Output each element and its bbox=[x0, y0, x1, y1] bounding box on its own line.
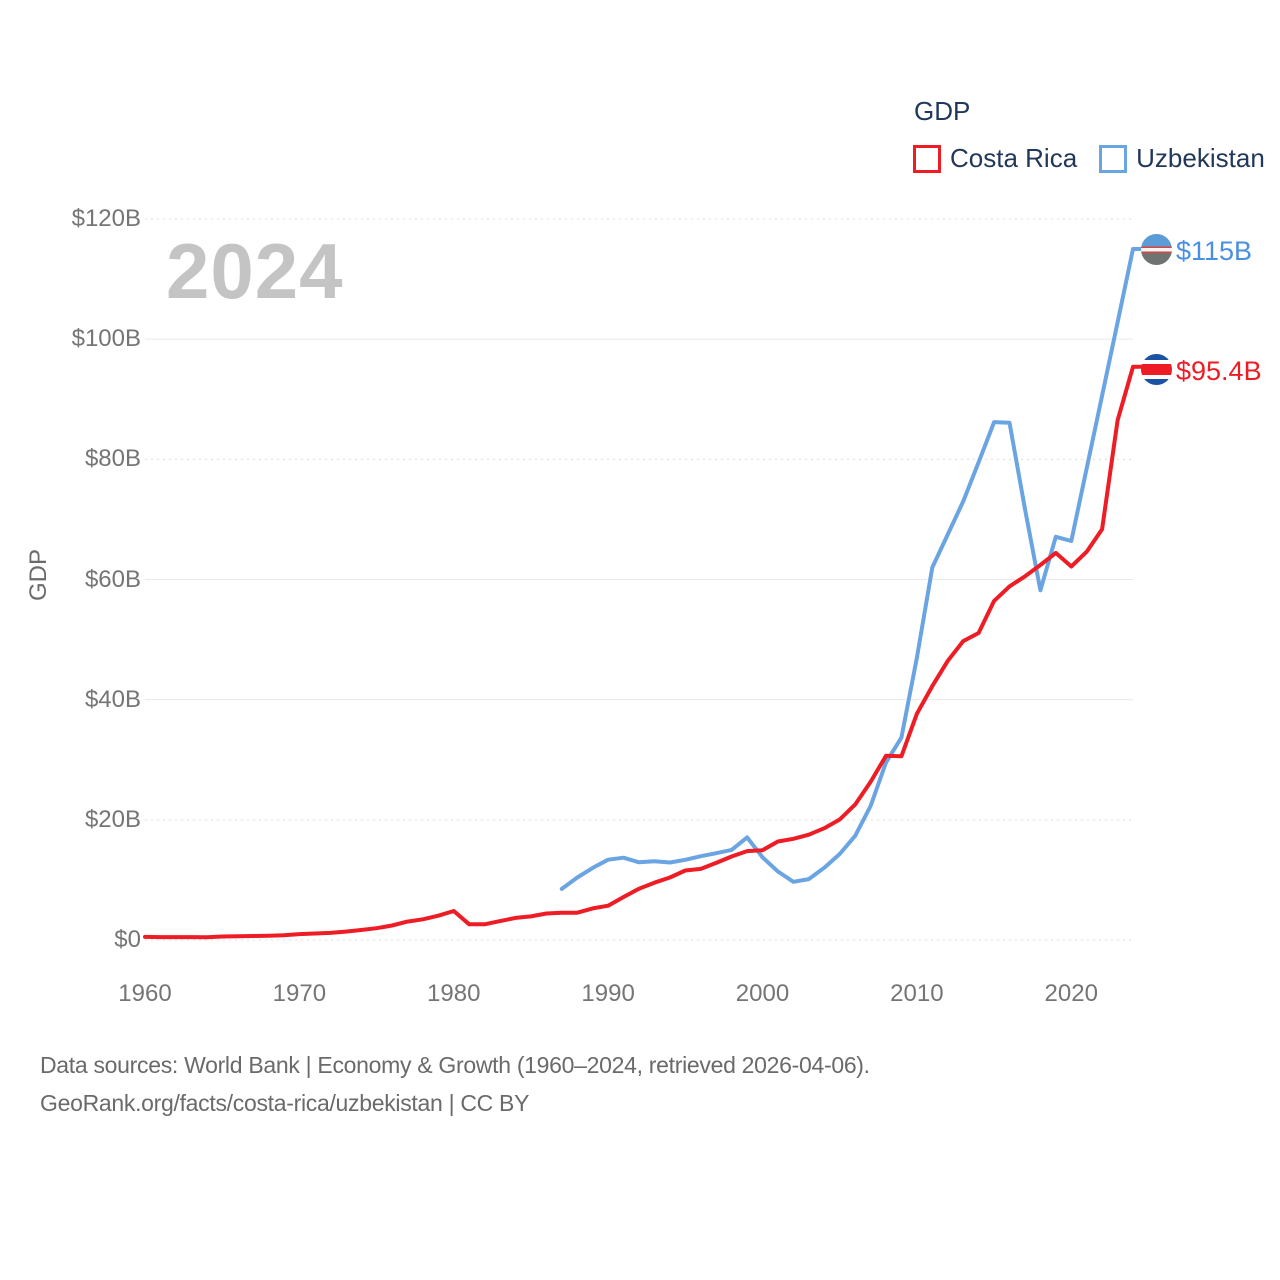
watermark-year: 2024 bbox=[166, 227, 344, 315]
uzbekistan-color-swatch bbox=[1099, 144, 1128, 173]
x-tick-label: 1980 bbox=[427, 980, 481, 1007]
x-tick-label: 2020 bbox=[1044, 980, 1098, 1007]
legend-items: Costa Rica Uzbekistan bbox=[913, 143, 1265, 174]
y-tick-label: $40B bbox=[84, 685, 141, 713]
footer-url-license: GeoRank.org/facts/costa-rica/uzbekistan … bbox=[40, 1090, 530, 1116]
y-tick-label: $0 bbox=[114, 926, 141, 953]
costa-rica-gdp-line bbox=[143, 364, 1144, 940]
costa-rica-flag-icon bbox=[1141, 354, 1172, 385]
y-tick-label: $80B bbox=[84, 445, 141, 473]
legend: GDP Costa Rica Uzbekistan bbox=[913, 96, 1265, 174]
x-tick-label: 1970 bbox=[272, 980, 327, 1007]
y-tick-label: $100B bbox=[71, 325, 141, 353]
y-tick-label: $20B bbox=[84, 805, 141, 833]
y-axis-title: GDP bbox=[25, 549, 52, 602]
x-tick-label: 1960 bbox=[118, 980, 172, 1007]
legend-label-uzbekistan: Uzbekistan bbox=[1136, 143, 1265, 173]
x-tick-label: 1990 bbox=[581, 980, 635, 1007]
x-tick-label: 2000 bbox=[735, 980, 790, 1007]
costa-rica-color-swatch bbox=[913, 144, 941, 173]
uzbekistan-gdp-line bbox=[559, 247, 1144, 891]
y-tick-label: $120B bbox=[71, 205, 141, 232]
legend-item-costa-rica: Costa Rica bbox=[913, 143, 1077, 174]
legend-label-costa-rica: Costa Rica bbox=[950, 143, 1078, 173]
legend-title: GDP bbox=[914, 96, 971, 126]
costa-rica-end-value: $95.4B bbox=[1176, 356, 1262, 386]
uzbekistan-end-value: $115B bbox=[1176, 236, 1253, 266]
footer-attribution: Data sources: World Bank | Economy & Gro… bbox=[40, 1046, 870, 1122]
x-tick-label: 2010 bbox=[890, 980, 944, 1007]
footer-data-sources: Data sources: World Bank | Economy & Gro… bbox=[40, 1052, 870, 1078]
legend-item-uzbekistan: Uzbekistan bbox=[1099, 143, 1265, 174]
y-tick-label: $60B bbox=[84, 565, 141, 593]
uzbekistan-flag-icon bbox=[1141, 234, 1172, 265]
